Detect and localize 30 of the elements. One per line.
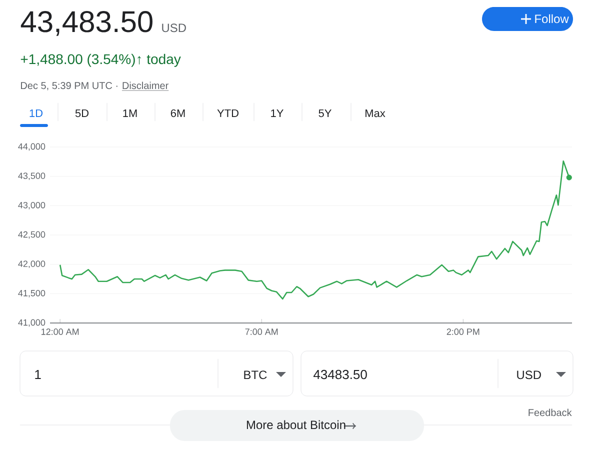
text: 1Y [271, 109, 284, 117]
y-tick-label: 41,000 [18, 319, 46, 327]
text: BTC [244, 370, 267, 380]
x-tick-label: 12:00 AM [42, 328, 79, 335]
text: 43483.50 [314, 370, 367, 380]
text: More about Bitcoin [246, 420, 346, 430]
text: Dec 5, 5:39 PM UTC · [21, 82, 118, 90]
y-tick-label: 42,000 [18, 260, 46, 268]
x-tick-label: 2:00 PM [446, 328, 480, 335]
x-tick-label: 7:00 AM [245, 328, 278, 335]
y-tick-label: 44,000 [18, 143, 46, 151]
chart-subtitle: +1,488.00 (3.54%)↑ today [20, 54, 181, 67]
text: Max [366, 109, 386, 118]
text: USD [162, 24, 186, 32]
text: 6M [170, 109, 185, 118]
text: Follow [535, 14, 569, 24]
text: Feedback [528, 408, 572, 416]
text: 1 [35, 370, 41, 379]
chart-title: 43,483.50 [20, 11, 152, 36]
text: 5D [75, 109, 89, 118]
y-tick-label: 43,000 [18, 202, 46, 210]
text: USD [517, 370, 541, 380]
text: Disclaimer [122, 82, 168, 90]
text: 1M [123, 109, 137, 117]
y-tick-label: 42,500 [18, 231, 46, 239]
text: 1D [30, 109, 43, 117]
text: YTD [217, 109, 238, 117]
y-tick-label: 43,500 [18, 172, 46, 180]
text: 5Y [318, 109, 332, 118]
y-tick-label: 41,500 [18, 290, 46, 298]
